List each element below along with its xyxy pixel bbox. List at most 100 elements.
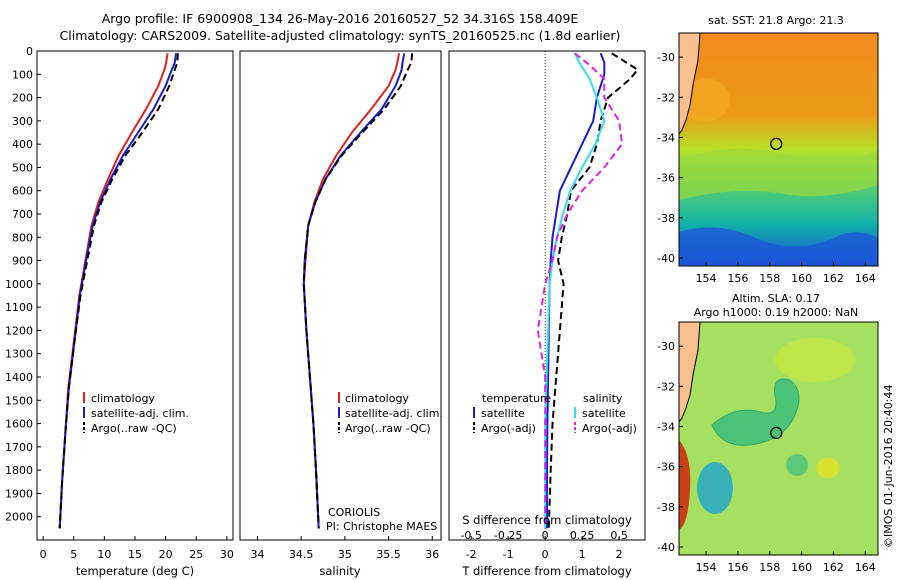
legend-label-s-argo: Argo(-adj) xyxy=(582,422,637,435)
difference-series xyxy=(536,52,639,529)
s-tick-label: 0.5 xyxy=(610,529,628,542)
salinity-panel-frame xyxy=(239,50,442,541)
s-tick-label: -0.5 xyxy=(460,529,481,542)
map-y-tick-label: -30 xyxy=(657,340,675,353)
salinity-x-label: salinity xyxy=(319,564,360,578)
legend-label-s-satellite: satellite xyxy=(582,407,626,420)
salinity-x-axis: 34 34.5 35 35.5 36 xyxy=(250,536,439,561)
depth-tick-label: 1800 xyxy=(5,464,33,477)
sla-map xyxy=(679,322,878,555)
sla-high-patch xyxy=(775,338,855,382)
x-tick-label: 5 xyxy=(70,548,77,561)
series-line xyxy=(547,52,639,529)
depth-tick-label: 600 xyxy=(12,185,33,198)
sla-coastline xyxy=(679,322,701,423)
series-line xyxy=(544,52,606,529)
s-tick-label: -0.25 xyxy=(494,529,522,542)
temperature-panel-frame xyxy=(36,50,234,541)
map-x-tick-label: 154 xyxy=(696,272,717,285)
sla-small-eddy xyxy=(786,454,808,476)
depth-tick-label: 1100 xyxy=(5,301,33,314)
series-line xyxy=(302,53,401,529)
map-y-tick-label: -32 xyxy=(657,91,675,104)
map-y-tick-label: -34 xyxy=(657,420,675,433)
x-tick-label: -1 xyxy=(503,548,514,561)
map-x-tick-label: 156 xyxy=(727,561,748,574)
legend-label-satellite: satellite-adj. clim. xyxy=(91,407,189,420)
sla-map-axes: 154 156 158 160 162 164 -30 -32 -34 -36 -38 -40 xyxy=(657,340,876,574)
sst-map xyxy=(679,33,878,266)
map-x-tick-label: 162 xyxy=(823,561,844,574)
sst-argo-marker xyxy=(770,137,783,151)
x-tick-label: 0 xyxy=(542,548,549,561)
x-tick-label: 35 xyxy=(338,548,352,561)
depth-tick-label: 1000 xyxy=(5,278,33,291)
map-y-tick-label: -38 xyxy=(657,501,675,514)
legend-label-climatology: climatology xyxy=(345,392,409,405)
x-tick-label: 1 xyxy=(579,548,586,561)
depth-tick-label: 1600 xyxy=(5,418,33,431)
legend-label-climatology: climatology xyxy=(91,392,155,405)
s-difference-x-axis: -0.5 -0.25 0 0.25 0.5 xyxy=(460,529,627,542)
map-y-tick-label: -32 xyxy=(657,380,675,393)
sla-map-title-1: Altim. SLA: 0.17 xyxy=(732,292,820,305)
map-x-tick-label: 164 xyxy=(855,272,876,285)
s-tick-label: 0 xyxy=(542,529,549,542)
map-x-tick-label: 158 xyxy=(759,272,780,285)
map-y-tick-label: -40 xyxy=(657,252,675,265)
depth-tick-label: 100 xyxy=(12,68,33,81)
s-tick-label: 0.25 xyxy=(570,529,595,542)
series-line xyxy=(58,53,179,529)
map-y-tick-label: -40 xyxy=(657,541,675,554)
map-x-tick-label: 164 xyxy=(855,561,876,574)
sst-coastline xyxy=(679,33,701,135)
depth-tick-label: 200 xyxy=(12,92,33,105)
map-y-tick-label: -30 xyxy=(657,51,675,64)
x-tick-label: 30 xyxy=(220,548,234,561)
salinity-legend: climatology satellite-adj. clim. Argo(..… xyxy=(338,392,443,435)
map-y-tick-label: -36 xyxy=(657,461,675,474)
depth-tick-label: 400 xyxy=(12,138,33,151)
depth-tick-label: 1200 xyxy=(5,324,33,337)
sst-map-axes: 154 156 158 160 162 164 -30 -32 -34 -36 -38 -40 xyxy=(657,51,876,285)
x-tick-label: -2 xyxy=(466,548,477,561)
timestamp: ©IMOS 01-Jun-2016 20:40:44 xyxy=(882,384,895,548)
depth-tick-label: 800 xyxy=(12,231,33,244)
sla-map-frame xyxy=(678,321,879,556)
x-tick-label: 34.5 xyxy=(289,548,314,561)
map-x-tick-label: 160 xyxy=(791,561,812,574)
depth-tick-label: 1300 xyxy=(5,348,33,361)
depth-tick-label: 1500 xyxy=(5,394,33,407)
x-tick-label: 35.5 xyxy=(376,548,401,561)
x-tick-label: 15 xyxy=(128,548,142,561)
credit-coriolis: CORIOLIS xyxy=(328,506,380,519)
legend-label-satellite: satellite-adj. clim. xyxy=(345,407,443,420)
t-difference-x-axis: -2 -1 0 1 2 xyxy=(466,536,623,561)
series-line xyxy=(302,53,414,529)
header-line-2: Climatology: CARS2009. Satellite-adjuste… xyxy=(60,28,621,43)
depth-tick-label: 1400 xyxy=(5,371,33,384)
series-line xyxy=(546,52,606,529)
s-difference-x-label: S difference from climatology xyxy=(462,513,632,527)
t-difference-x-label: T difference from climatology xyxy=(461,564,632,578)
sst-map-frame xyxy=(678,32,879,267)
x-tick-label: 0 xyxy=(40,548,47,561)
temperature-series xyxy=(58,53,179,529)
series-line xyxy=(302,53,406,529)
header-line-1: Argo profile: IF 6900908_134 26-May-2016… xyxy=(102,11,579,26)
map-y-tick-label: -36 xyxy=(657,172,675,185)
map-y-tick-label: -38 xyxy=(657,212,675,225)
legend-label-t-satellite: satellite xyxy=(481,407,525,420)
legend-title-temperature: temperature xyxy=(482,392,551,405)
temperature-legend: climatology satellite-adj. clim. Argo(..… xyxy=(83,392,189,435)
x-tick-label: 10 xyxy=(97,548,111,561)
credit-pi: PI: Christophe MAES xyxy=(326,520,437,533)
depth-tick-label: 900 xyxy=(12,255,33,268)
x-tick-label: 36 xyxy=(425,548,439,561)
legend-label-argo: Argo(..raw -QC) xyxy=(91,422,177,435)
sla-map-title-2: Argo h1000: 0.19 h2000: NaN xyxy=(694,306,859,319)
sla-warm-coast xyxy=(679,440,691,530)
difference-legend: temperature satellite Argo(-adj) salinit… xyxy=(473,392,637,435)
sla-low-eddy xyxy=(711,378,800,446)
legend-label-argo: Argo(..raw -QC) xyxy=(345,422,431,435)
